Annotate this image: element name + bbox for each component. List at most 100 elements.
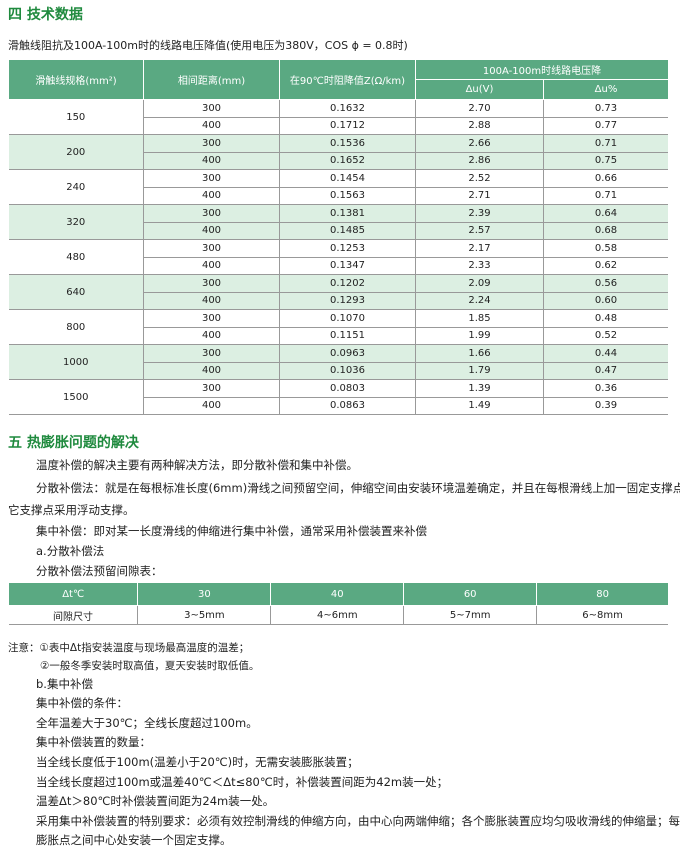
cell-du-v: 2.88 bbox=[415, 117, 544, 135]
cell-impedance: 0.1293 bbox=[279, 292, 416, 310]
gap-header-cell: 30 bbox=[137, 583, 272, 606]
note-line: 注意：①表中Δt指安装温度与现场最高温度的温差； bbox=[8, 642, 250, 654]
gap-cell: 6~8mm bbox=[536, 605, 668, 625]
cell-spacing: 400 bbox=[143, 292, 280, 310]
paragraph: 它支撑点采用浮动支撑。 bbox=[8, 503, 135, 517]
cell-du-pct: 0.44 bbox=[543, 344, 668, 363]
cell-du-pct: 0.48 bbox=[543, 309, 668, 328]
cell-du-v: 1.79 bbox=[415, 362, 544, 380]
header-impedance: 在90℃时阻降值Z(Ω/km) bbox=[279, 60, 416, 100]
cell-impedance: 0.1036 bbox=[279, 362, 416, 380]
cell-du-pct: 0.52 bbox=[543, 327, 668, 345]
cell-du-pct: 0.60 bbox=[543, 292, 668, 310]
cell-spacing: 400 bbox=[143, 362, 280, 380]
cell-du-v: 1.85 bbox=[415, 309, 544, 328]
paragraph: 当全线长度超过100m或温差40℃＜Δt≤80℃时，补偿装置间距为42m装一处； bbox=[36, 775, 449, 789]
paragraph: 全年温差大于30℃；全线长度超过100m。 bbox=[36, 716, 258, 730]
cell-du-v: 1.49 bbox=[415, 397, 544, 415]
header-du-pct: Δu% bbox=[543, 79, 668, 100]
table-row: 480 300 0.1253 2.17 0.58 bbox=[8, 239, 668, 275]
paragraph: 集中补偿的条件： bbox=[36, 696, 128, 710]
cell-du-pct: 0.75 bbox=[543, 152, 668, 170]
cell-du-pct: 0.39 bbox=[543, 397, 668, 415]
cell-spacing: 300 bbox=[143, 309, 280, 328]
cell-impedance: 0.1151 bbox=[279, 327, 416, 345]
cell-impedance: 0.1070 bbox=[279, 309, 416, 328]
cell-du-v: 2.70 bbox=[415, 99, 544, 118]
paragraph: 温差Δt＞80℃时补偿装置间距为24m装一处。 bbox=[36, 794, 275, 808]
cell-spacing: 400 bbox=[143, 152, 280, 170]
cell-spacing: 300 bbox=[143, 239, 280, 258]
table-row: 1000 300 0.0963 1.66 0.44 bbox=[8, 344, 668, 380]
header-spec: 滑触线规格(mm²) bbox=[8, 60, 144, 100]
cell-du-pct: 0.68 bbox=[543, 222, 668, 240]
table-row: 640 300 0.1202 2.09 0.56 bbox=[8, 274, 668, 310]
cell-du-v: 2.09 bbox=[415, 274, 544, 293]
cell-impedance: 0.1563 bbox=[279, 187, 416, 205]
gap-cell: 间隙尺寸 bbox=[8, 605, 139, 625]
paragraph: b.集中补偿 bbox=[36, 677, 93, 691]
cell-impedance: 0.1202 bbox=[279, 274, 416, 293]
cell-du-v: 1.39 bbox=[415, 379, 544, 398]
cell-spec: 800 bbox=[8, 309, 144, 345]
table-row: 400 0.1293 2.24 0.60 bbox=[9, 292, 668, 310]
gap-cell: 5~7mm bbox=[403, 605, 538, 625]
cell-impedance: 0.0803 bbox=[279, 379, 416, 398]
header-spacing: 相间距离(mm) bbox=[143, 60, 280, 100]
cell-du-pct: 0.71 bbox=[543, 187, 668, 205]
table-row: 800 300 0.1070 1.85 0.48 bbox=[8, 309, 668, 345]
cell-du-v: 1.66 bbox=[415, 344, 544, 363]
cell-du-v: 2.17 bbox=[415, 239, 544, 258]
cell-spacing: 300 bbox=[143, 379, 280, 398]
paragraph: 采用集中补偿装置的特别要求：必须有效控制滑线的伸缩方向，由中心向两端伸缩；各个膨… bbox=[36, 814, 680, 828]
cell-spacing: 400 bbox=[143, 397, 280, 415]
table-caption: 滑触线阻抗及100A-100m时的线路电压降值(使用电压为380V，COS ϕ … bbox=[8, 39, 408, 52]
cell-du-pct: 0.36 bbox=[543, 379, 668, 398]
cell-impedance: 0.1485 bbox=[279, 222, 416, 240]
cell-impedance: 0.1347 bbox=[279, 257, 416, 275]
cell-du-v: 2.39 bbox=[415, 204, 544, 223]
cell-spec: 1000 bbox=[8, 344, 144, 380]
cell-du-pct: 0.73 bbox=[543, 99, 668, 118]
cell-impedance: 0.1536 bbox=[279, 134, 416, 153]
paragraph: 当全线长度低于100m(温差小于20℃)时，无需安装膨胀装置； bbox=[36, 755, 359, 769]
cell-du-v: 2.71 bbox=[415, 187, 544, 205]
cell-impedance: 0.1712 bbox=[279, 117, 416, 135]
table-row: 400 0.1712 2.88 0.77 bbox=[9, 117, 668, 135]
cell-spacing: 300 bbox=[143, 99, 280, 118]
gap-header-cell: 60 bbox=[403, 583, 538, 606]
cell-impedance: 0.0963 bbox=[279, 344, 416, 363]
cell-du-v: 2.86 bbox=[415, 152, 544, 170]
cell-spec: 150 bbox=[8, 99, 144, 135]
note-line: ②一般冬季安装时取高值，夏天安装时取低值。 bbox=[40, 660, 260, 672]
paragraph: 分散补偿法预留间隙表： bbox=[36, 564, 163, 578]
cell-spacing: 300 bbox=[143, 169, 280, 188]
cell-spec: 200 bbox=[8, 134, 144, 170]
paragraph: 温度补偿的解决主要有两种解决方法，即分散补偿和集中补偿。 bbox=[36, 458, 358, 472]
table-row: 1500 300 0.0803 1.39 0.36 bbox=[8, 379, 668, 415]
cell-du-pct: 0.77 bbox=[543, 117, 668, 135]
table-row: 400 0.1485 2.57 0.68 bbox=[9, 222, 668, 240]
cell-du-v: 2.52 bbox=[415, 169, 544, 188]
table-row: 320 300 0.1381 2.39 0.64 bbox=[8, 204, 668, 240]
impedance-table: 滑触线规格(mm²) 相间距离(mm) 在90℃时阻降值Z(Ω/km) 100A… bbox=[8, 60, 668, 415]
cell-du-pct: 0.47 bbox=[543, 362, 668, 380]
cell-du-v: 2.66 bbox=[415, 134, 544, 153]
cell-du-pct: 0.58 bbox=[543, 239, 668, 258]
gap-cell: 3~5mm bbox=[137, 605, 272, 625]
table-row: 400 0.1563 2.71 0.71 bbox=[9, 187, 668, 205]
header-drop: 100A-100m时线路电压降 bbox=[415, 60, 668, 80]
cell-spec: 320 bbox=[8, 204, 144, 240]
cell-spec: 240 bbox=[8, 169, 144, 205]
cell-du-v: 1.99 bbox=[415, 327, 544, 345]
cell-spacing: 400 bbox=[143, 117, 280, 135]
cell-impedance: 0.1652 bbox=[279, 152, 416, 170]
table-row: 240 300 0.1454 2.52 0.66 bbox=[8, 169, 668, 205]
cell-spacing: 300 bbox=[143, 344, 280, 363]
table-row: 400 0.0863 1.49 0.39 bbox=[9, 397, 668, 415]
cell-spec: 640 bbox=[8, 274, 144, 310]
cell-spacing: 300 bbox=[143, 204, 280, 223]
cell-spacing: 400 bbox=[143, 222, 280, 240]
cell-spec: 480 bbox=[8, 239, 144, 275]
